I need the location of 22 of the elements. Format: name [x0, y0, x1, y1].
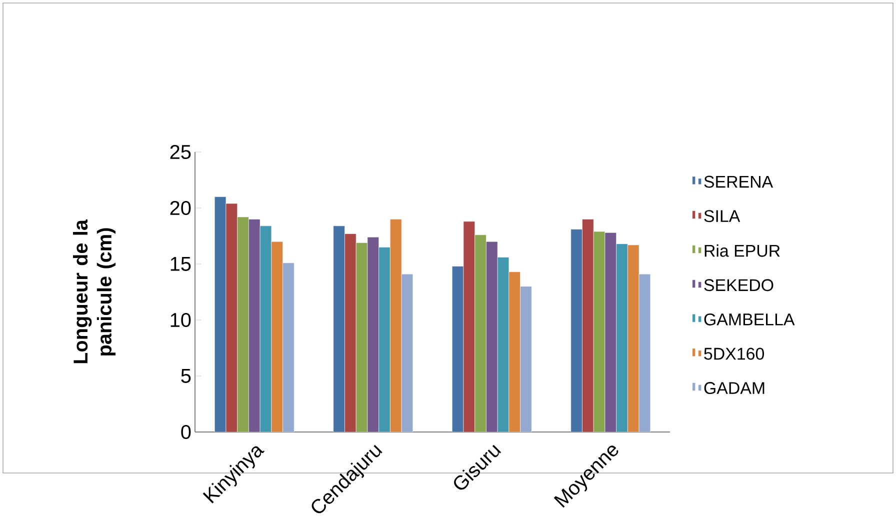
y-tick-label: 25: [170, 144, 191, 160]
legend-label: GADAM: [704, 382, 764, 394]
bar: [378, 247, 390, 432]
y-tick-label: 0: [181, 424, 191, 440]
bar: [593, 231, 606, 432]
bar: [356, 242, 368, 432]
bar: [237, 216, 249, 432]
y-tick-label: 5: [181, 369, 191, 383]
y-tick-label: 15: [170, 257, 191, 271]
legend-label: SERENA: [704, 176, 774, 188]
bar: [616, 244, 628, 432]
bar: [497, 257, 510, 432]
bar: [260, 226, 272, 432]
legend-label: 5DX160: [704, 348, 764, 360]
legend-label: SEKEDO: [704, 279, 774, 292]
y-tick-label: 20: [170, 200, 191, 216]
y-axis-title: Longueur de la panicule (cm): [73, 219, 116, 364]
y-tick-label: 10: [170, 312, 191, 328]
legend-label: Ria EPUR: [704, 244, 780, 257]
bar: [474, 234, 486, 432]
legend-label: SILA: [704, 210, 740, 222]
legend-label: GAMBELLA: [704, 313, 795, 326]
